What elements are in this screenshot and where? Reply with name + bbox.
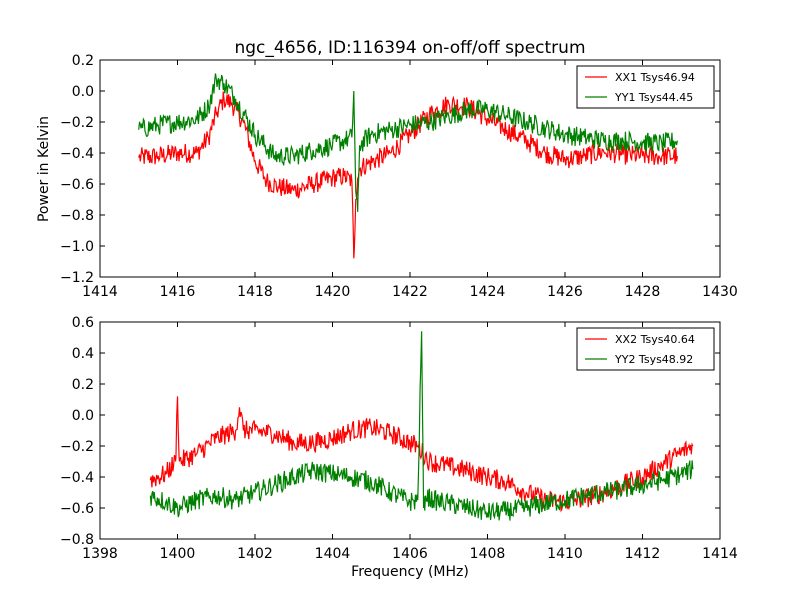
y-tick-label: −0.2 <box>60 439 94 455</box>
series-line-yy-panel-1 <box>149 331 694 521</box>
y-tick-label: −0.8 <box>60 208 94 224</box>
x-tick-label: 1426 <box>547 284 583 300</box>
bottom-spectrum-panel: 1398 1400 1402 1404 1406 1408 1410 1412 1414 −0.8… <box>60 315 738 562</box>
legend-box <box>576 327 715 371</box>
y-tick-label: −0.2 <box>60 115 94 131</box>
y-tick-label: −0.8 <box>60 532 94 548</box>
legend-box <box>576 65 715 109</box>
x-tick-label: 1402 <box>237 546 273 562</box>
x-tick-label: 1422 <box>392 284 428 300</box>
x-tick-label: 1412 <box>625 546 661 562</box>
top-spectrum-panel: 1414 1416 1418 1420 1422 1424 1426 1428 1430 −1.2… <box>60 53 738 300</box>
legend-label: YY1 Tsys44.45 <box>614 91 693 104</box>
series-line-yy-panel-0 <box>138 73 678 212</box>
x-tick-label: 1416 <box>160 284 196 300</box>
y-tick-label: −0.4 <box>60 470 94 486</box>
x-tick-label: 1400 <box>160 546 196 562</box>
x-tick-label: 1418 <box>237 284 273 300</box>
x-tick-label: 1420 <box>315 284 351 300</box>
x-tick-label: 1414 <box>702 546 738 562</box>
y-tick-label: −1.0 <box>60 239 94 255</box>
x-tick-label: 1408 <box>470 546 506 562</box>
y-tick-label: 0.6 <box>72 315 94 331</box>
y-tick-label: −1.2 <box>60 270 94 286</box>
x-axis-label: Frequency (MHz) <box>351 564 469 580</box>
y-tick-label: −0.6 <box>60 177 94 193</box>
series-line-xx-panel-0 <box>138 91 678 259</box>
legend: XX1 Tsys46.94 YY1 Tsys44.45 <box>576 65 715 109</box>
y-tick-label: 0.2 <box>72 377 94 393</box>
legend-label: XX1 Tsys46.94 <box>615 71 695 84</box>
x-tick-label: 1410 <box>547 546 583 562</box>
legend-label: YY2 Tsys48.92 <box>614 353 693 366</box>
x-tick-label: 1424 <box>470 284 506 300</box>
y-tick-label: 0.0 <box>72 408 94 424</box>
y-tick-label: 0.4 <box>72 346 94 362</box>
y-tick-label: 0.2 <box>72 53 94 69</box>
legend-label: XX2 Tsys40.64 <box>615 333 695 346</box>
y-tick-label: 0.0 <box>72 84 94 100</box>
x-tick-label: 1406 <box>392 546 428 562</box>
legend: XX2 Tsys40.64 YY2 Tsys48.92 <box>576 327 715 371</box>
x-tick-label: 1404 <box>315 546 351 562</box>
x-tick-label: 1430 <box>702 284 738 300</box>
figure-title: ngc_4656, ID:116394 on-off/off spectrum <box>234 38 585 58</box>
x-tick-label: 1428 <box>625 284 661 300</box>
x-tick-label: 1414 <box>82 284 118 300</box>
y-tick-label: −0.4 <box>60 146 94 162</box>
x-tick-label: 1398 <box>82 546 118 562</box>
y-axis-label: Power in Kelvin <box>36 116 52 222</box>
y-tick-label: −0.6 <box>60 501 94 517</box>
